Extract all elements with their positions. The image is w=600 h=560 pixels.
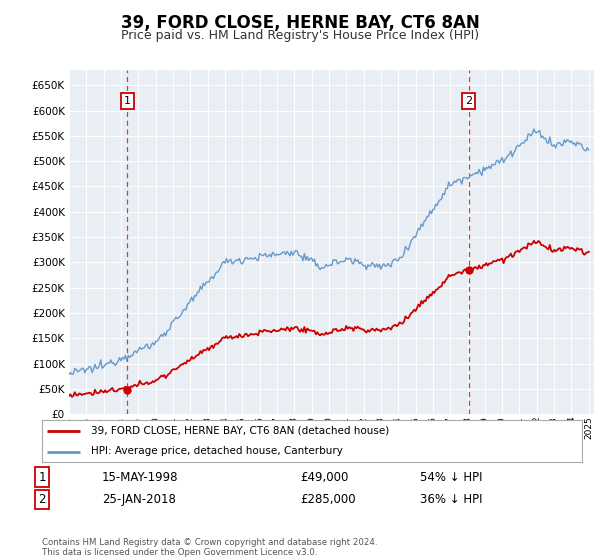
Text: HPI: Average price, detached house, Canterbury: HPI: Average price, detached house, Cant… [91,446,343,456]
Text: 54% ↓ HPI: 54% ↓ HPI [420,470,482,484]
Text: £49,000: £49,000 [300,470,349,484]
Text: Contains HM Land Registry data © Crown copyright and database right 2024.
This d: Contains HM Land Registry data © Crown c… [42,538,377,557]
Text: £285,000: £285,000 [300,493,356,506]
Text: Price paid vs. HM Land Registry's House Price Index (HPI): Price paid vs. HM Land Registry's House … [121,29,479,42]
Text: 1: 1 [124,96,131,106]
Text: 2: 2 [465,96,472,106]
Text: 36% ↓ HPI: 36% ↓ HPI [420,493,482,506]
Text: 2: 2 [38,493,46,506]
Text: 25-JAN-2018: 25-JAN-2018 [102,493,176,506]
Text: 39, FORD CLOSE, HERNE BAY, CT6 8AN (detached house): 39, FORD CLOSE, HERNE BAY, CT6 8AN (deta… [91,426,389,436]
Text: 39, FORD CLOSE, HERNE BAY, CT6 8AN: 39, FORD CLOSE, HERNE BAY, CT6 8AN [121,14,479,32]
Text: 15-MAY-1998: 15-MAY-1998 [102,470,179,484]
Text: 1: 1 [38,470,46,484]
